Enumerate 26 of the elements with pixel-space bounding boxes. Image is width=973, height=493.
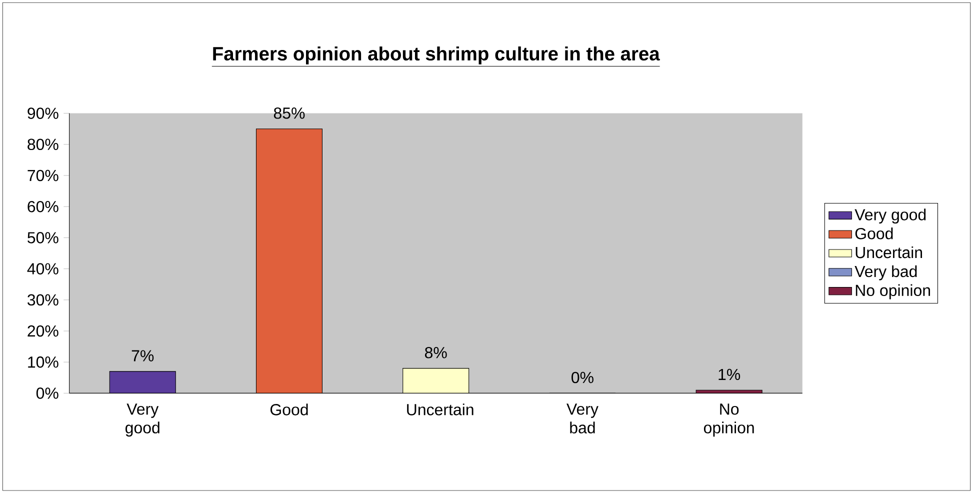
y-tick-label: 70% (28, 170, 58, 182)
y-tick-label: 20% (28, 325, 58, 337)
x-tick-label: Very good (126, 404, 160, 436)
y-tick-label: 90% (28, 108, 58, 119)
legend-label: Uncertain (856, 246, 922, 258)
x-tick-label: Uncertain (407, 404, 474, 416)
data-label: 85% (274, 107, 305, 119)
y-tick-label: 50% (28, 232, 58, 244)
legend-label: No opinion (856, 284, 930, 300)
y-tick-label: 80% (28, 138, 58, 150)
y-tick-label: 10% (28, 356, 58, 368)
y-tick-label: 30% (28, 294, 58, 306)
data-label: 7% (132, 350, 154, 362)
x-tick-label: No opinion (704, 404, 754, 436)
legend-label: Good (855, 227, 893, 240)
data-label: 1% (718, 368, 740, 380)
data-label: 8% (424, 346, 447, 358)
x-tick-label: Very bad (566, 404, 598, 434)
y-tick-label: 60% (28, 200, 58, 212)
legend-label: Very good (854, 208, 926, 224)
y-tick-label: 0% (36, 387, 58, 399)
x-tick-label: Good (270, 404, 308, 416)
legend-label: Very bad (854, 265, 917, 280)
y-tick-label: 40% (27, 263, 58, 274)
data-label: 0% (572, 372, 594, 384)
chart-title: Farmers opinion about shrimp culture in the area (213, 46, 660, 64)
